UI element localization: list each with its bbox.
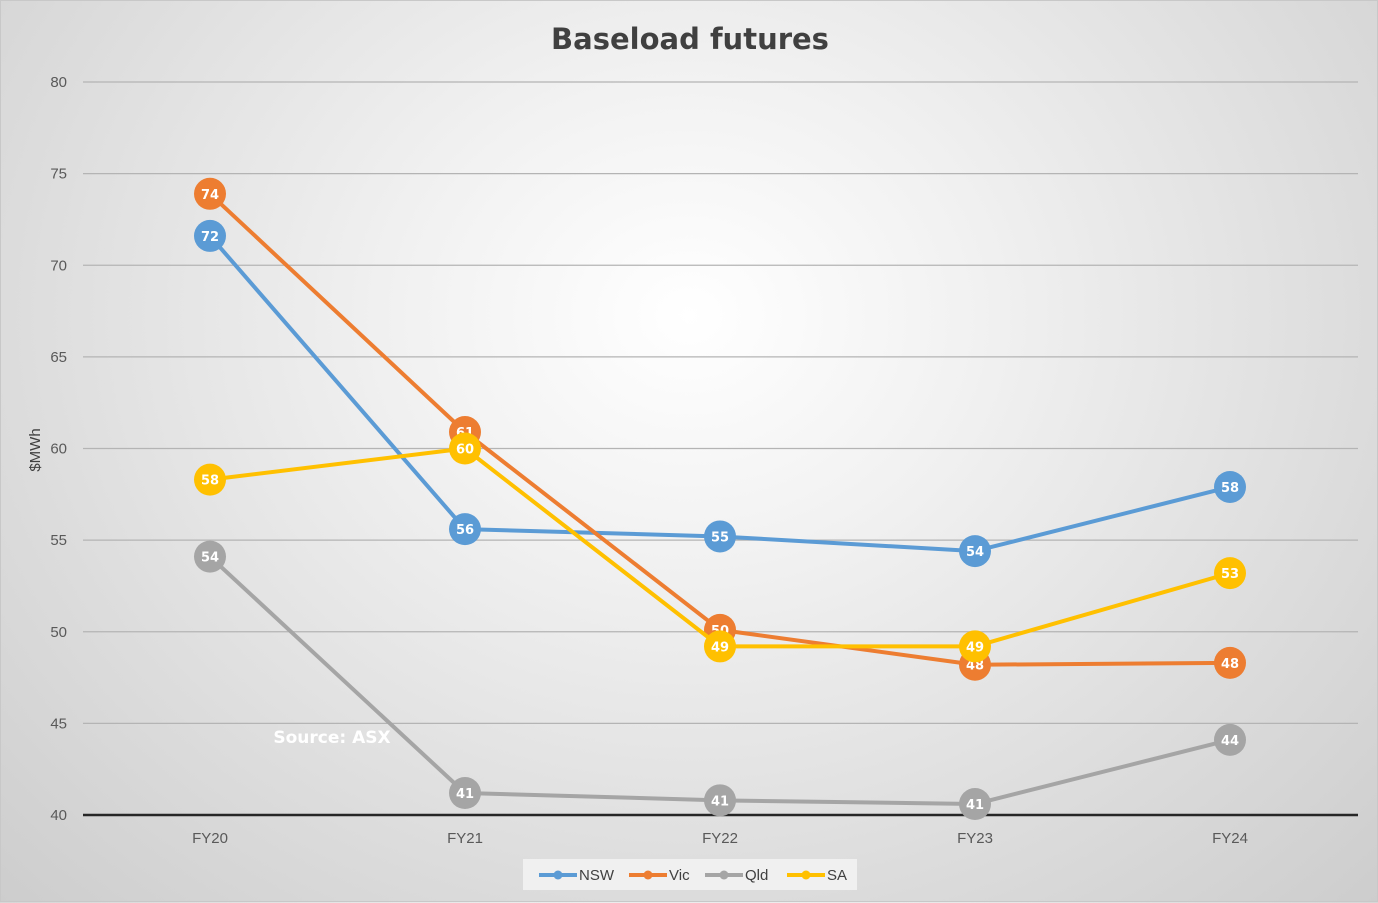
y-tick-label: 65 — [50, 349, 67, 366]
legend-swatch-marker — [719, 870, 729, 880]
series-lines: 7256555458746150484854414141445860494953 — [194, 177, 1246, 821]
y-tick-label: 45 — [50, 715, 67, 732]
data-label: 49 — [966, 640, 984, 655]
data-label: 41 — [456, 787, 474, 802]
data-point — [1214, 723, 1246, 756]
data-point — [704, 630, 736, 663]
x-tick-label: FY23 — [957, 830, 993, 847]
data-label: 48 — [1221, 657, 1239, 672]
data-label: 58 — [1221, 481, 1239, 496]
data-label: 60 — [456, 443, 474, 458]
y-tick-label: 40 — [50, 807, 67, 824]
data-point — [959, 535, 991, 568]
legend-label: NSW — [579, 867, 615, 884]
legend: NSW Vic Qld SA — [523, 859, 857, 890]
data-label: 49 — [711, 640, 729, 655]
data-label: 72 — [201, 230, 219, 245]
data-label: 41 — [711, 794, 729, 809]
legend-item-qld: Qld — [705, 867, 768, 884]
data-label: 41 — [966, 798, 984, 813]
gridlines — [83, 81, 1358, 817]
x-tick-label: FY24 — [1212, 830, 1248, 847]
y-tick-label: 60 — [50, 441, 67, 458]
series-line — [208, 554, 1232, 807]
data-label: 44 — [1221, 734, 1239, 749]
series-line — [208, 191, 1232, 667]
legend-label: SA — [827, 867, 847, 884]
legend-item-sa: SA — [787, 867, 847, 884]
legend-swatch-marker — [553, 870, 563, 880]
data-point — [449, 777, 481, 810]
data-label: 58 — [201, 474, 219, 489]
source-annotation: Source: ASX — [273, 728, 390, 748]
series-line — [208, 233, 1232, 554]
data-point — [449, 432, 481, 465]
data-point — [449, 513, 481, 546]
x-tick-label: FY20 — [192, 830, 228, 847]
data-point — [959, 630, 991, 663]
data-point — [704, 784, 736, 817]
data-label: 54 — [201, 551, 219, 566]
series-sa: 58 60 49 49 53 — [194, 432, 1246, 663]
legend-swatch-marker — [801, 870, 811, 880]
x-tick-label: FY22 — [702, 830, 738, 847]
data-label: 74 — [201, 188, 219, 203]
data-point — [1214, 646, 1246, 679]
series-vic: 7461504848 — [194, 177, 1246, 681]
data-point — [194, 219, 226, 252]
y-tick-label: 70 — [50, 257, 67, 274]
data-point — [959, 788, 991, 821]
y-tick-label: 75 — [50, 166, 67, 183]
y-tick-label: 50 — [50, 624, 67, 641]
data-point — [194, 463, 226, 496]
series-qld: 54 41 41 41 44 — [194, 540, 1246, 821]
y-tick-label: 80 — [50, 74, 67, 91]
legend-item-vic: Vic — [629, 867, 690, 884]
data-point — [194, 540, 226, 573]
legend-swatch-marker — [643, 870, 653, 880]
data-label: 56 — [456, 523, 474, 538]
legend-label: Vic — [669, 867, 690, 884]
y-tick-label: 55 — [50, 532, 67, 549]
data-label: 53 — [1221, 567, 1239, 582]
legend-item-nsw: NSW — [539, 867, 615, 884]
y-axis-label: $MWh — [27, 428, 44, 471]
y-axis: 40 45 50 55 60 65 70 75 80 — [50, 74, 67, 824]
series-nsw: 72 56 55 54 58 — [194, 219, 1246, 568]
data-point — [1214, 557, 1246, 590]
data-point — [194, 177, 226, 210]
data-point — [704, 520, 736, 553]
data-label: 48 — [966, 659, 984, 674]
data-point — [1214, 470, 1246, 503]
data-label: 55 — [711, 530, 729, 545]
legend-label: Qld — [745, 867, 768, 884]
x-axis: FY20 FY21 FY22 FY23 FY24 — [192, 830, 1248, 847]
x-tick-label: FY21 — [447, 830, 483, 847]
chart-title: Baseload futures — [551, 22, 829, 56]
data-label: 54 — [966, 545, 984, 560]
